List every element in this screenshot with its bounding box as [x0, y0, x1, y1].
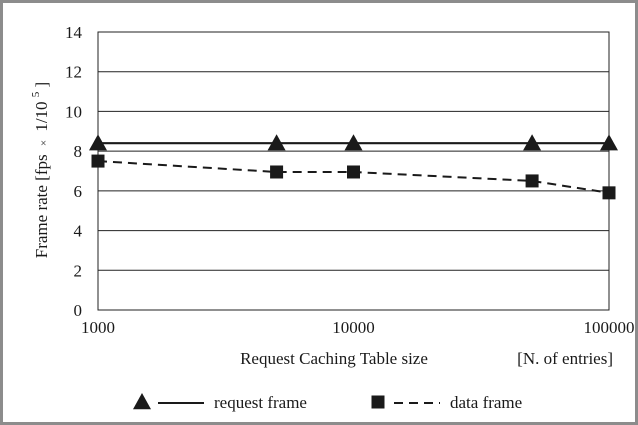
x-axis-ticks: 1000 10000 100000 [81, 318, 635, 337]
legend-label-data-frame: data frame [450, 393, 522, 412]
y-tick-label-4: 4 [74, 222, 83, 241]
series-data-frame [91, 154, 616, 200]
legend-marker-data-frame [371, 395, 385, 409]
y-tick-label-2: 2 [74, 261, 83, 280]
x-tick-label-100000: 100000 [584, 318, 635, 337]
plot-area [97, 31, 610, 311]
data-point-data-frame-3 [525, 174, 539, 188]
x-tick-label-10000: 10000 [332, 318, 375, 337]
legend-item-data-frame: data frame [371, 393, 522, 412]
y-tick-label-8: 8 [74, 142, 83, 161]
series-request-frame [89, 134, 618, 151]
y-tick-label-10: 10 [65, 102, 82, 121]
y-axis-label-main: Frame rate [fps [32, 154, 51, 258]
legend-item-request-frame: request frame [133, 393, 307, 412]
y-axis-label-close: ] [32, 82, 51, 88]
y-tick-label-6: 6 [74, 182, 83, 201]
y-axis-label-exp: 5 [30, 91, 42, 97]
data-point-data-frame-0 [91, 154, 105, 168]
legend-label-request-frame: request frame [214, 393, 307, 412]
data-point-data-frame-4 [602, 186, 616, 200]
data-point-request-frame-2 [344, 134, 363, 151]
series-layer [89, 134, 618, 200]
y-tick-label-14: 14 [65, 23, 83, 42]
data-point-request-frame-4 [600, 134, 618, 151]
data-point-request-frame-3 [523, 134, 542, 151]
data-point-request-frame-1 [267, 134, 286, 151]
y-axis-label-mult: × [38, 140, 50, 146]
y-axis-label: Frame rate [fps × 1/10 5 ] [24, 82, 51, 258]
legend: request frame data frame [133, 393, 522, 412]
x-axis-label: Request Caching Table size [240, 349, 428, 368]
x-axis-unit-label: [N. of entries] [517, 349, 613, 368]
y-tick-label-0: 0 [74, 301, 83, 320]
y-axis-ticks: 0 2 4 6 8 10 12 14 [65, 23, 83, 320]
plot-border [97, 31, 610, 311]
legend-marker-request-frame [133, 393, 151, 410]
x-tick-label-1000: 1000 [81, 318, 115, 337]
data-point-data-frame-2 [347, 165, 360, 179]
y-tick-label-12: 12 [65, 63, 82, 82]
y-axis-label-base: 1/10 [32, 101, 51, 131]
data-point-request-frame-0 [89, 134, 107, 151]
data-point-data-frame-1 [270, 165, 284, 179]
